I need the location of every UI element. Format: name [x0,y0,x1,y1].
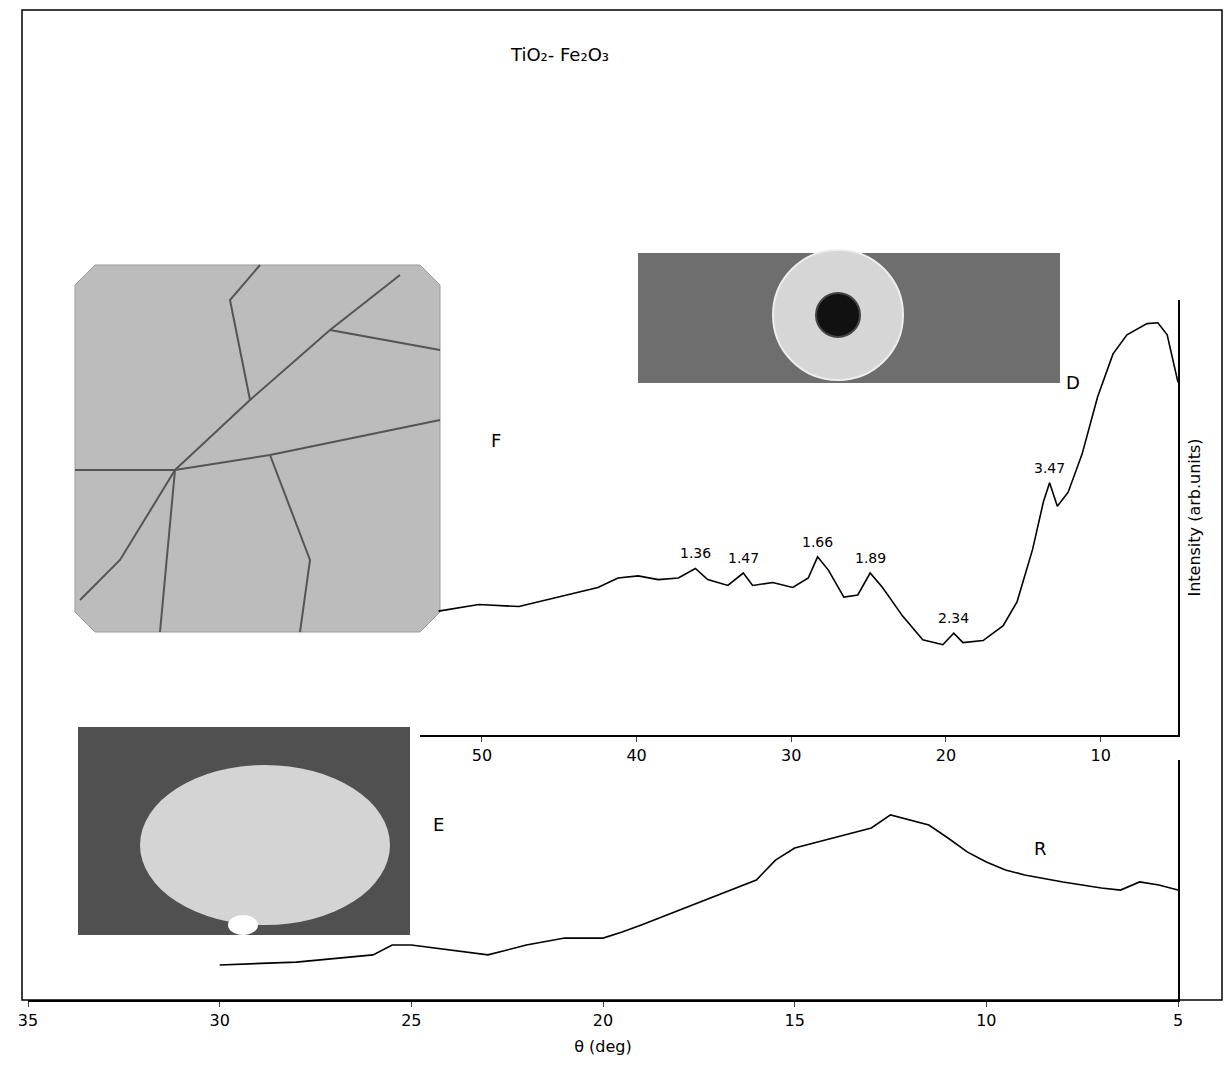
svg-text:35: 35 [18,1011,38,1030]
svg-text:20: 20 [936,746,956,765]
svg-text:θ (deg): θ (deg) [574,1037,632,1056]
svg-text:3.47: 3.47 [1034,460,1065,476]
svg-text:1.89: 1.89 [855,550,886,566]
svg-text:F: F [491,430,501,451]
svg-text:5: 5 [1173,1011,1183,1030]
svg-text:2.34: 2.34 [938,610,969,626]
svg-text:E: E [433,814,444,835]
svg-text:1.47: 1.47 [728,550,759,566]
svg-text:50: 50 [472,746,492,765]
svg-text:D: D [1066,372,1080,393]
svg-text:1.36: 1.36 [680,545,711,561]
svg-text:25: 25 [401,1011,421,1030]
svg-text:10: 10 [1090,746,1110,765]
svg-text:Intensity (arb.units): Intensity (arb.units) [1185,438,1204,596]
svg-text:TiO₂- Fe₂O₃: TiO₂- Fe₂O₃ [510,44,609,65]
svg-text:R: R [1034,838,1047,859]
svg-text:30: 30 [781,746,801,765]
svg-text:40: 40 [626,746,646,765]
svg-text:20: 20 [593,1011,613,1030]
svg-text:1.66: 1.66 [802,534,833,550]
svg-text:30: 30 [209,1011,229,1030]
svg-text:15: 15 [784,1011,804,1030]
svg-text:10: 10 [976,1011,996,1030]
